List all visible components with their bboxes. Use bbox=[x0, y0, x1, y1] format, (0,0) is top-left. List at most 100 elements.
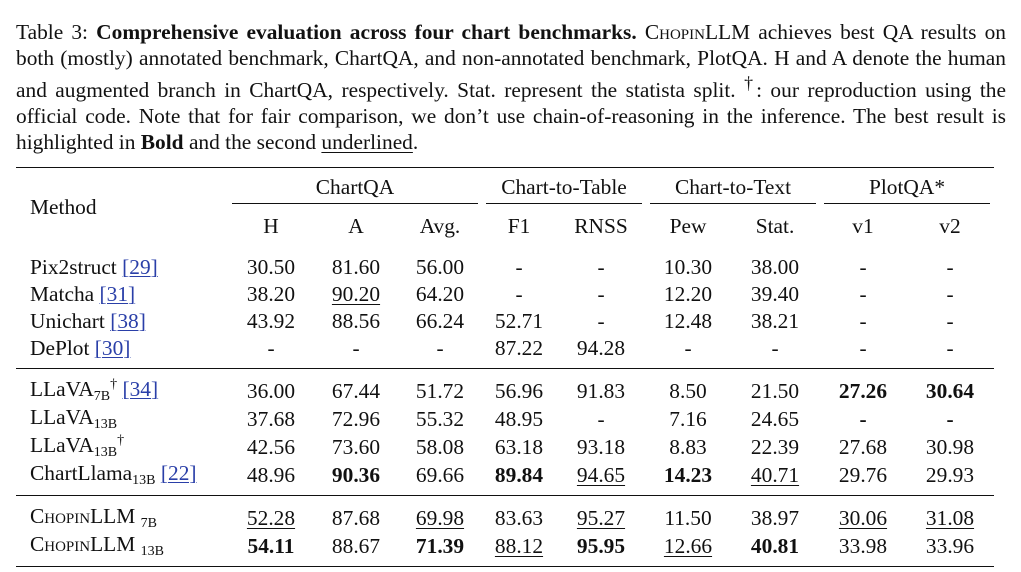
score-value: 90.36 bbox=[331, 462, 381, 487]
score-value: 12.66 bbox=[663, 533, 713, 558]
citation-link[interactable]: [29] bbox=[122, 255, 158, 279]
score-cell: 52.28 bbox=[228, 496, 314, 533]
score-cell: 88.56 bbox=[314, 308, 398, 335]
score-value: - bbox=[859, 406, 867, 431]
score-value: - bbox=[946, 282, 954, 306]
score-cell: 30.98 bbox=[906, 433, 994, 461]
method-name: ChopinLLM bbox=[30, 532, 136, 556]
score-value: 52.71 bbox=[494, 309, 544, 333]
caption-label: Table 3: bbox=[16, 20, 88, 44]
score-cell: 27.68 bbox=[820, 433, 906, 461]
method-cell: LLaVA7B† [34] bbox=[16, 369, 228, 406]
score-value: 10.30 bbox=[663, 255, 713, 279]
citation-link[interactable]: [30] bbox=[94, 336, 131, 360]
score-value: 30.06 bbox=[838, 505, 888, 530]
score-cell: - bbox=[482, 246, 556, 281]
column-header: F1 bbox=[507, 213, 531, 238]
caption-text-2: : our reproduction using the official co… bbox=[16, 78, 1006, 154]
score-cell: 95.95 bbox=[556, 532, 646, 567]
score-cell: 30.64 bbox=[906, 369, 994, 406]
score-cell: 11.50 bbox=[646, 496, 730, 533]
score-value: 30.50 bbox=[246, 255, 296, 279]
table-caption: Table 3: Comprehensive evaluation across… bbox=[16, 20, 1006, 155]
caption-model-name: ChopinLLM bbox=[644, 20, 751, 44]
score-cell: 38.00 bbox=[730, 246, 820, 281]
score-cell: 87.68 bbox=[314, 496, 398, 533]
score-value: 21.50 bbox=[750, 378, 800, 403]
column-header: RNSS bbox=[574, 213, 628, 238]
method-header: Method bbox=[30, 194, 97, 219]
score-value: - bbox=[515, 255, 523, 279]
method-cell: ChartLlama13B [22] bbox=[16, 461, 228, 496]
score-value: 95.27 bbox=[576, 505, 626, 530]
score-cell: 38.21 bbox=[730, 308, 820, 335]
citation-link[interactable]: [38] bbox=[110, 309, 146, 333]
method-cell: LLaVA13B† bbox=[16, 433, 228, 461]
reproduction-dagger: † bbox=[117, 433, 125, 448]
score-cell: 39.40 bbox=[730, 281, 820, 308]
score-value: 87.22 bbox=[494, 336, 544, 360]
score-cell: 24.65 bbox=[730, 405, 820, 433]
column-header: v2 bbox=[939, 213, 961, 238]
group-header-chart-to-text: Chart-to-Text bbox=[646, 168, 820, 207]
score-cell: 12.66 bbox=[646, 532, 730, 567]
method-cell: ChopinLLM 7B bbox=[16, 496, 228, 533]
score-value: - bbox=[946, 255, 954, 279]
score-value: 29.93 bbox=[925, 462, 975, 487]
table-row: LLaVA13B† 42.56 73.60 58.08 63.18 93.18 8.83 22… bbox=[16, 433, 994, 461]
score-cell: - bbox=[556, 308, 646, 335]
method-name: LLaVA bbox=[30, 377, 94, 401]
score-cell: 31.08 bbox=[906, 496, 994, 533]
score-cell: 33.98 bbox=[820, 532, 906, 567]
score-cell: 81.60 bbox=[314, 246, 398, 281]
score-value: - bbox=[597, 282, 605, 306]
score-value: 7.16 bbox=[669, 406, 707, 431]
citation-link[interactable]: [22] bbox=[160, 461, 197, 485]
score-cell: 90.20 bbox=[314, 281, 398, 308]
caption-underlined-word: underlined bbox=[321, 129, 413, 154]
score-value: 36.00 bbox=[246, 378, 296, 403]
score-value: - bbox=[597, 309, 605, 333]
score-cell: - bbox=[820, 308, 906, 335]
score-cell: 83.63 bbox=[482, 496, 556, 533]
score-value: 11.50 bbox=[664, 505, 712, 530]
model-size: 13B bbox=[93, 445, 118, 460]
score-cell: 72.96 bbox=[314, 405, 398, 433]
citation-link[interactable]: [34] bbox=[122, 377, 159, 401]
score-cell: 12.20 bbox=[646, 281, 730, 308]
score-value: 40.71 bbox=[750, 462, 800, 487]
score-value: - bbox=[946, 406, 954, 431]
score-value: 52.28 bbox=[246, 505, 296, 530]
group-header-plotqa: PlotQA* bbox=[820, 168, 994, 207]
model-size: 13B bbox=[93, 417, 118, 432]
score-value: 64.20 bbox=[415, 282, 465, 306]
model-size: 13B bbox=[132, 473, 156, 488]
score-cell: - bbox=[906, 246, 994, 281]
score-cell: 10.30 bbox=[646, 246, 730, 281]
score-value: - bbox=[515, 282, 523, 306]
citation-link[interactable]: [31] bbox=[99, 282, 136, 306]
score-cell: 71.39 bbox=[398, 532, 482, 567]
score-value: 8.83 bbox=[669, 434, 707, 459]
score-cell: - bbox=[314, 335, 398, 369]
method-name: Matcha bbox=[30, 282, 95, 306]
score-cell: - bbox=[906, 308, 994, 335]
score-value: - bbox=[859, 282, 867, 306]
score-cell: - bbox=[906, 335, 994, 369]
score-value: 14.23 bbox=[663, 462, 713, 487]
score-cell: 38.97 bbox=[730, 496, 820, 533]
group-header-chart-to-table: Chart-to-Table bbox=[482, 168, 646, 207]
score-cell: - bbox=[820, 246, 906, 281]
score-value: 90.20 bbox=[331, 282, 381, 306]
score-cell: 58.08 bbox=[398, 433, 482, 461]
method-cell: Unichart [38] bbox=[16, 308, 228, 335]
score-value: 58.08 bbox=[415, 434, 465, 459]
score-value: 56.00 bbox=[415, 255, 465, 279]
model-size: 13B bbox=[140, 544, 164, 559]
method-name: DePlot bbox=[30, 336, 90, 360]
score-value: 33.96 bbox=[925, 533, 975, 558]
score-cell: 43.92 bbox=[228, 308, 314, 335]
score-value: 72.96 bbox=[331, 406, 381, 431]
column-header: A bbox=[348, 213, 364, 238]
score-value: 38.21 bbox=[750, 309, 800, 333]
